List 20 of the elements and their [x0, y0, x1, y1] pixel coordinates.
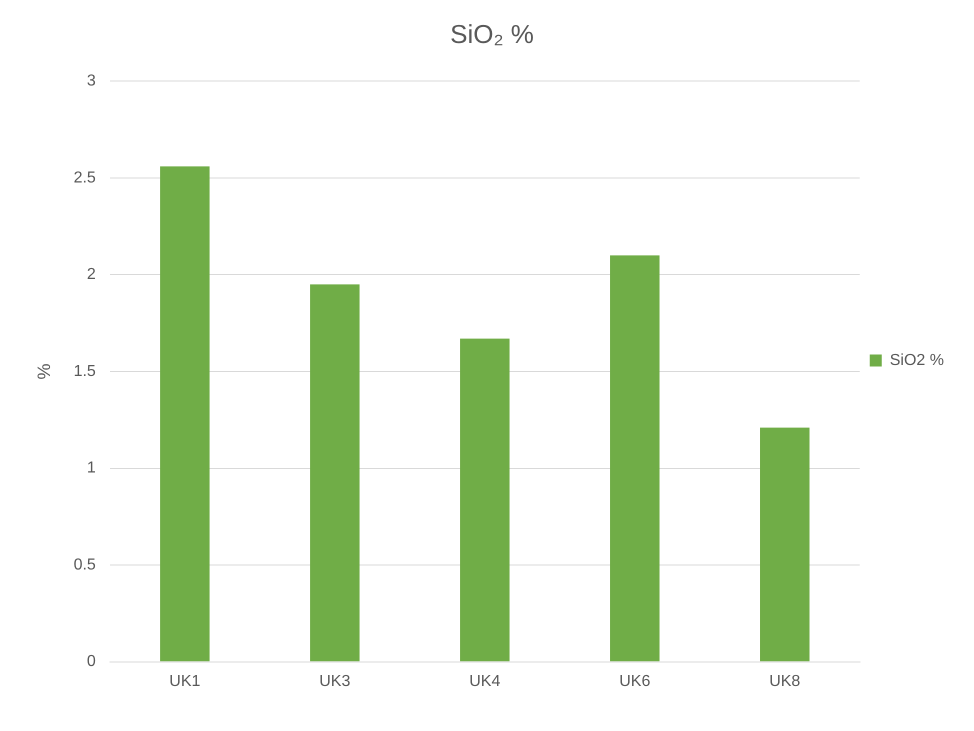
- bar: [610, 255, 660, 662]
- y-tick-label: 2.5: [74, 169, 96, 186]
- x-tick-label: UK4: [469, 672, 500, 690]
- bar: [160, 166, 210, 662]
- bar: [310, 284, 360, 662]
- y-tick-label: 0: [86, 653, 96, 670]
- x-tick-label: UK1: [169, 672, 200, 690]
- y-tick-label: 3: [86, 72, 96, 90]
- legend-label: SiO2 %: [890, 352, 944, 369]
- x-tick-label: UK3: [319, 672, 350, 690]
- y-tick-label: 1: [86, 460, 96, 477]
- y-axis-title: %: [34, 363, 54, 380]
- bar: [460, 338, 510, 662]
- y-tick-label: 2: [86, 266, 96, 284]
- y-tick-label: 0.5: [74, 556, 96, 574]
- chart-title: SiO₂ %: [450, 18, 534, 49]
- y-tick-label: 1.5: [74, 362, 96, 380]
- x-tick-label: UK6: [619, 672, 650, 690]
- x-tick-label: UK8: [769, 672, 800, 690]
- bar: [760, 428, 810, 662]
